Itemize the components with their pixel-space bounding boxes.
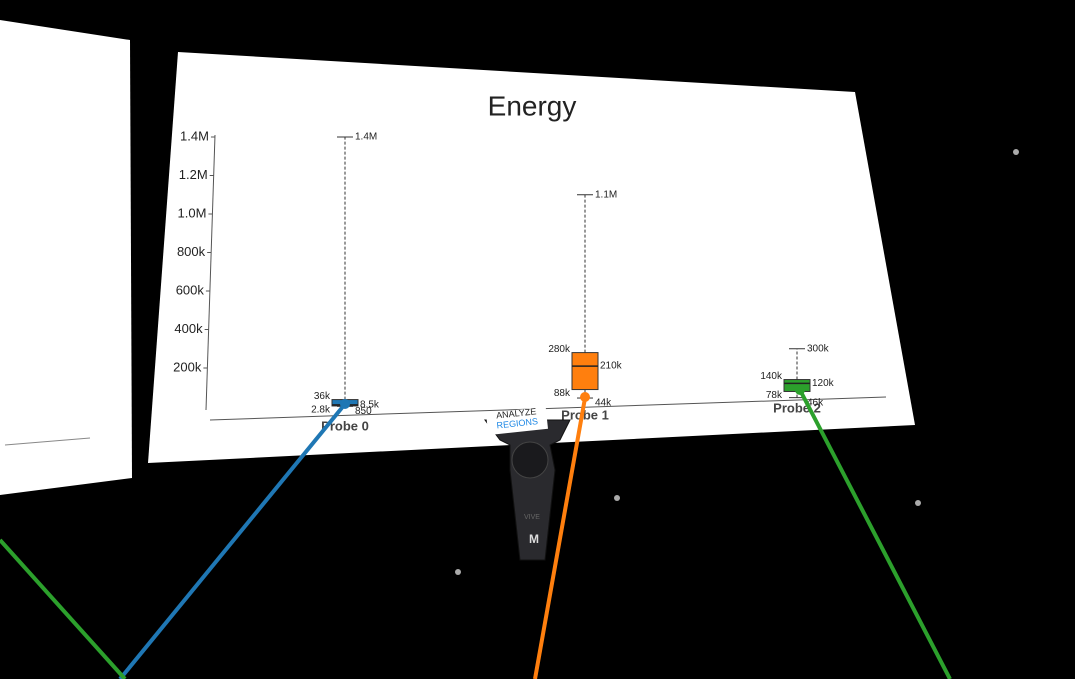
controller-button: M <box>529 532 539 546</box>
value-label: 46k <box>807 397 824 408</box>
menu-line: ANALYZE <box>496 406 537 420</box>
y-tick-label: 1.4M <box>180 128 209 143</box>
x-tick-label: Probe 0 <box>321 418 369 433</box>
y-tick-label: 1.0M <box>178 205 207 220</box>
value-label: 300k <box>807 343 830 354</box>
controller-brand: VIVE <box>524 514 540 521</box>
y-tick-label: 800k <box>177 244 206 259</box>
value-label: 44k <box>595 398 612 409</box>
x-axis <box>209 396 887 421</box>
value-label: 8.5k <box>360 400 380 411</box>
chart-panel <box>148 52 915 463</box>
value-label: 120k <box>812 378 835 389</box>
value-label: 210k <box>600 361 623 372</box>
plot: 200k 400k 600k 800k 1.0M 1.2M 1.4M Probe 0 1.4M 3… <box>173 128 835 433</box>
value-label: 78k <box>766 390 783 401</box>
pointer-rays <box>0 385 952 679</box>
menu-line: REGIONS <box>496 416 538 430</box>
value-label: 88k <box>554 388 571 399</box>
value-label: 36k <box>314 391 331 402</box>
value-label: 280k <box>548 344 571 355</box>
chart-title: Energy <box>488 90 577 121</box>
value-label: 1.4M <box>355 132 377 143</box>
side-panel <box>0 20 132 495</box>
controller-menu <box>486 406 548 436</box>
value-label: 2.8k <box>311 405 331 416</box>
y-axis <box>205 134 216 411</box>
y-tick-label: 600k <box>176 282 205 297</box>
box <box>571 352 599 391</box>
y-tick-label: 400k <box>174 321 203 336</box>
value-label: 1.1M <box>595 189 617 200</box>
controller: ANALYZE REGIONS VIVE M <box>484 406 571 561</box>
value-label: 850 <box>355 406 372 417</box>
value-label: 140k <box>760 371 783 382</box>
x-tick-label: Probe 1 <box>561 407 609 422</box>
y-tick-label: 200k <box>173 359 202 374</box>
y-tick-label: 1.2M <box>179 167 208 182</box>
side-panel-line <box>4 437 91 446</box>
particles <box>455 149 1019 575</box>
